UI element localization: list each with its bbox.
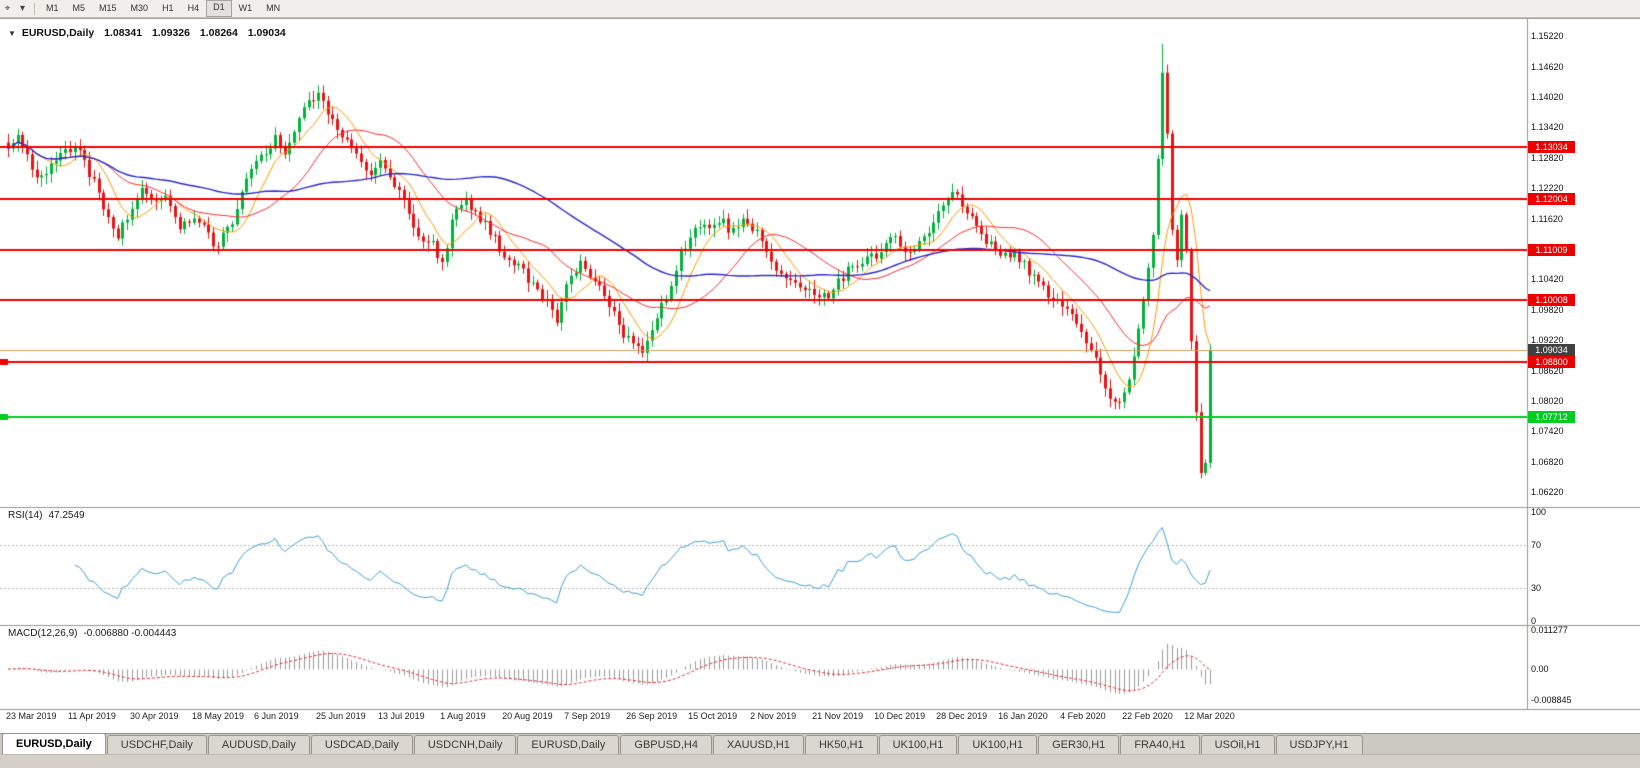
chart-tab-5-eurusd-daily[interactable]: EURUSD,Daily	[517, 735, 620, 754]
chart-title-symbol: EURUSD,Daily	[21, 27, 95, 39]
timeframe-button-h1[interactable]: H1	[162, 3, 174, 13]
ohlc-close-value: 1.09034	[247, 27, 286, 39]
price-axis-tick: 1.09220	[1531, 335, 1564, 346]
chart-tab-8-hk50-h1[interactable]: HK50,H1	[804, 735, 878, 754]
ohlc-low-value: 1.08264	[199, 27, 238, 39]
rsi-axis-tick: 100	[1531, 507, 1547, 517]
chart-tab-4-usdcnh-daily[interactable]: USDCNH,Daily	[413, 735, 517, 754]
price-axis-tick: 1.08620	[1531, 365, 1564, 376]
chart-tab-0-eurusd-daily[interactable]: EURUSD,Daily	[2, 733, 106, 754]
macd-axis-tick: 0.011277	[1531, 625, 1568, 636]
timeframe-button-m30[interactable]: M30	[130, 3, 149, 13]
chart-tab-11-ger30-h1[interactable]: GER30,H1	[1038, 735, 1120, 754]
chart-tab-1-usdchf-daily[interactable]: USDCHF,Daily	[106, 735, 207, 754]
date-axis-label: 30 Apr 2019	[130, 711, 179, 721]
date-axis-label: 25 Jun 2019	[316, 711, 366, 721]
top-toolbar: ⌖ ▾ M1 M5 M15 M30 H1 H4 D1 W1 MN	[0, 0, 1640, 18]
symbol-dropdown-icon[interactable]: ▼	[8, 29, 16, 38]
main-chart-canvas[interactable]	[0, 19, 1640, 734]
price-axis-tick: 1.12220	[1531, 183, 1564, 194]
price-level-label: 1.10008	[1528, 294, 1575, 306]
macd-axis-tick: -0.008845	[1531, 694, 1572, 705]
chart-tab-9-uk100-h1[interactable]: UK100,H1	[878, 735, 958, 754]
timeframe-button-mn[interactable]: MN	[266, 3, 281, 13]
rsi-value: 47.2549	[48, 510, 85, 521]
price-axis-tick: 1.07420	[1531, 426, 1564, 437]
current-price-label: 1.09034	[1528, 344, 1575, 356]
toolbar-separator	[34, 2, 35, 15]
macd-indicator-label: MACD(12,26,9) -0.006880 -0.004443	[8, 628, 182, 639]
price-axis-tick: 1.10420	[1531, 274, 1564, 285]
chart-tab-14-usdjpy-h1[interactable]: USDJPY,H1	[1275, 735, 1363, 754]
date-axis-label: 16 Jan 2020	[998, 711, 1048, 721]
timeframe-button-m15[interactable]: M15	[99, 3, 117, 13]
date-axis-label: 6 Jun 2019	[254, 711, 299, 721]
chart-tab-3-usdcad-daily[interactable]: USDCAD,Daily	[310, 735, 413, 754]
timeframe-button-w1[interactable]: W1	[238, 3, 253, 13]
date-axis-label: 10 Dec 2019	[874, 711, 926, 721]
price-axis-tick: 1.11620	[1531, 213, 1563, 224]
date-axis-label: 20 Aug 2019	[502, 711, 553, 721]
price-level-label: 1.13034	[1528, 141, 1575, 153]
date-axis-label: 28 Dec 2019	[936, 711, 988, 721]
date-axis-label: 11 Apr 2019	[68, 711, 116, 721]
chart-tab-bar: EURUSD,Daily USDCHF,Daily AUDUSD,Daily USDC…	[0, 733, 1640, 754]
window-bottom-strip	[0, 754, 1640, 768]
rsi-axis-tick: 30	[1531, 583, 1542, 594]
chart-tab-2-audusd-daily[interactable]: AUDUSD,Daily	[207, 735, 310, 754]
ohlc-high-value: 1.09326	[152, 27, 190, 39]
macd-name: MACD(12,26,9)	[8, 628, 78, 639]
timeframe-button-m5[interactable]: M5	[72, 3, 86, 13]
date-axis-label: 4 Feb 2020	[1060, 711, 1106, 721]
price-level-label: 1.12004	[1528, 193, 1575, 205]
dropdown-caret-icon[interactable]: ▾	[19, 3, 26, 14]
date-axis-label: 12 Mar 2020	[1184, 711, 1235, 721]
rsi-axis-tick: 0	[1531, 616, 1537, 626]
price-axis-tick: 1.12820	[1531, 152, 1564, 163]
timeframe-button-h4[interactable]: H4	[187, 3, 200, 13]
price-level-label: 1.08800	[1528, 356, 1575, 368]
date-axis-label: 26 Sep 2019	[626, 711, 678, 721]
date-axis-label: 22 Feb 2020	[1122, 711, 1173, 721]
price-level-label: 1.11009	[1528, 244, 1575, 256]
date-axis-label: 23 Mar 2019	[6, 711, 57, 721]
timeframe-button-d1[interactable]: D1	[206, 0, 232, 17]
chart-tab-10-uk100-h1[interactable]: UK100,H1	[958, 735, 1038, 754]
ohlc-open-value: 1.08341	[104, 27, 143, 39]
macd-values: -0.006880 -0.004443	[83, 628, 177, 639]
rsi-name: RSI(14)	[8, 510, 43, 521]
price-axis-tick: 1.13420	[1531, 122, 1564, 133]
date-axis-label: 7 Sep 2019	[564, 711, 611, 721]
date-axis-label: 13 Jul 2019	[378, 711, 425, 721]
date-axis-label: 1 Aug 2019	[440, 711, 486, 721]
price-axis-tick: 1.08020	[1531, 396, 1564, 407]
chart-tab-13-usoil-h1[interactable]: USOil,H1	[1200, 735, 1275, 754]
timeframe-buttons: M1 M5 M15 M30 H1 H4 D1 W1 MN	[39, 0, 287, 17]
date-axis-label: 2 Nov 2019	[750, 711, 797, 721]
chart-tab-6-gbpusd-h4[interactable]: GBPUSD,H4	[620, 735, 712, 754]
date-axis-label: 18 May 2019	[192, 711, 245, 721]
price-axis-tick: 1.14020	[1531, 92, 1564, 103]
chart-tab-7-xauusd-h1[interactable]: XAUUSD,H1	[712, 735, 804, 754]
date-axis-label: 21 Nov 2019	[812, 711, 864, 721]
chart-window[interactable]: ▼ EURUSD,Daily 1.08341 1.09326 1.08264 1…	[0, 18, 1640, 734]
price-axis-tick: 1.06820	[1531, 456, 1564, 467]
price-axis-tick: 1.06220	[1531, 487, 1564, 498]
date-axis-label: 15 Oct 2019	[688, 711, 738, 721]
macd-axis-tick: 0.00	[1531, 664, 1549, 674]
rsi-axis-tick: 70	[1531, 539, 1542, 550]
chart-tab-12-fra40-h1[interactable]: FRA40,H1	[1120, 735, 1200, 754]
price-axis-tick: 1.09820	[1531, 304, 1564, 315]
price-level-label: 1.07712	[1528, 411, 1575, 423]
chart-cursor-icon[interactable]: ⌖	[4, 3, 11, 14]
timeframe-button-m1[interactable]: M1	[46, 3, 59, 13]
price-axis-tick: 1.14620	[1531, 61, 1564, 72]
price-axis-tick: 1.15220	[1531, 31, 1564, 42]
chart-title: ▼ EURUSD,Daily 1.08341 1.09326 1.08264 1…	[8, 27, 286, 39]
rsi-indicator-label: RSI(14) 47.2549	[8, 510, 91, 521]
